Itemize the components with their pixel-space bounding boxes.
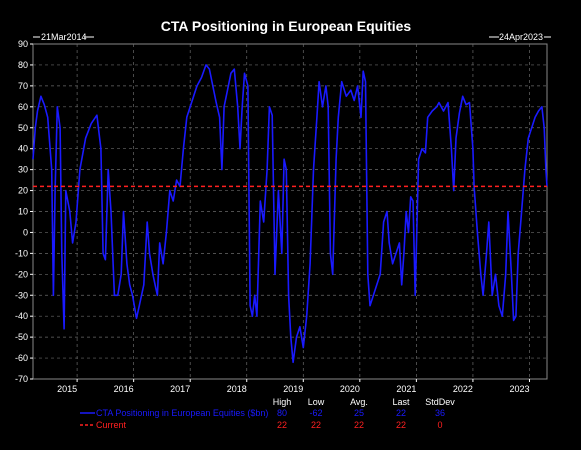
stats-value: 22 (396, 408, 406, 418)
start-date-label: 21Mar2014 (41, 32, 87, 42)
stats-value: 22 (354, 420, 364, 430)
stats-value: 22 (277, 420, 287, 430)
y-tick-label: -20 (15, 269, 28, 279)
y-tick-label: -40 (15, 311, 28, 321)
y-tick-label: 0 (23, 227, 28, 237)
x-tick-label: 2018 (227, 384, 247, 394)
y-tick-label: 10 (18, 207, 28, 217)
chart-title: CTA Positioning in European Equities (161, 18, 412, 34)
y-tick-label: 40 (18, 144, 28, 154)
y-tick-label: 70 (18, 81, 28, 91)
series-layer (32, 64, 548, 364)
y-tick-label: -50 (15, 332, 28, 342)
x-tick-label: 2015 (57, 384, 77, 394)
y-tick-label: 90 (18, 39, 28, 49)
stats-value: 0 (437, 420, 442, 430)
x-tick-label: 2020 (340, 384, 360, 394)
x-tick-label: 2023 (509, 384, 529, 394)
x-axis: 2015 2016 2017 2018 2019 2020 2021 2022 2023 (57, 379, 530, 394)
y-tick-label: -70 (15, 374, 28, 384)
end-date-label: 24Apr2023 (499, 32, 543, 42)
stats-header: Low (308, 397, 325, 407)
stats-header: StdDev (425, 397, 455, 407)
y-tick-label: -60 (15, 353, 28, 363)
x-tick-label: 2019 (283, 384, 303, 394)
y-tick-label: -10 (15, 248, 28, 258)
legend-label: CTA Positioning in European Equities ($b… (96, 408, 268, 418)
y-tick-label: 30 (18, 165, 28, 175)
stats-header: Last (392, 397, 410, 407)
y-tick-label: 60 (18, 102, 28, 112)
legend: High Low Avg. Last StdDev CTA Positioning in … (80, 397, 455, 430)
stats-value: 22 (396, 420, 406, 430)
y-tick-label: 80 (18, 60, 28, 70)
date-range-markers: 21Mar2014 24Apr2023 (33, 32, 551, 42)
x-tick-label: 2017 (170, 384, 190, 394)
y-tick-label: 50 (18, 123, 28, 133)
x-tick-label: 2021 (396, 384, 416, 394)
stats-header: Avg. (350, 397, 368, 407)
y-tick-label: 20 (18, 186, 28, 196)
stats-value: -62 (309, 408, 322, 418)
stats-header: High (273, 397, 292, 407)
stats-value: 36 (435, 408, 445, 418)
legend-label: Current (96, 420, 127, 430)
y-tick-label: -30 (15, 290, 28, 300)
stats-value: 25 (354, 408, 364, 418)
stats-value: 80 (277, 408, 287, 418)
x-tick-label: 2022 (453, 384, 473, 394)
series-line-cta-positioning (32, 64, 548, 364)
stats-value: 22 (311, 420, 321, 430)
x-tick-label: 2016 (114, 384, 134, 394)
y-axis: -70 -60 -50 -40 -30 -20 -10 0 10 20 30 40 50 60 70 80 90 (15, 39, 33, 384)
